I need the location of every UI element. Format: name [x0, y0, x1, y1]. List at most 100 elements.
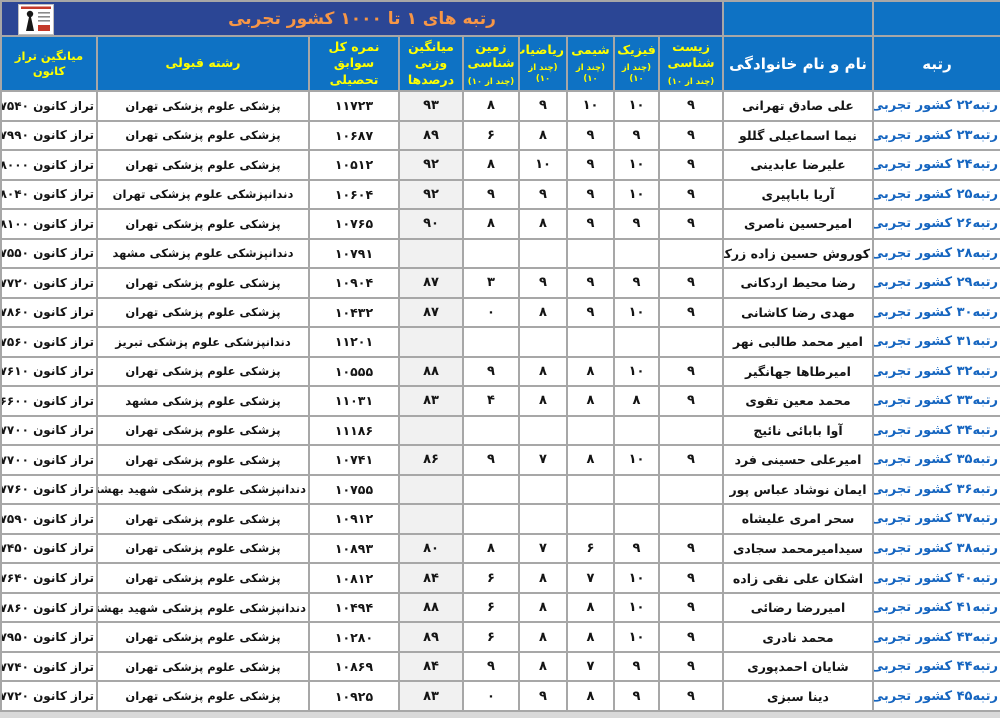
major-cell: پزشکی علوم پزشکی تهران — [96, 90, 310, 122]
name-cell: آوا بابائی نائیج — [722, 414, 874, 447]
total-score-cell: ۱۰۷۶۵ — [308, 208, 400, 240]
math-score-cell: ۱۰ — [518, 149, 568, 181]
physics-score-cell: ۹ — [613, 680, 660, 712]
name-cell: اشکان علی نقی زاده — [722, 562, 874, 594]
rank-cell: رتبه۳۶ کشور تجربی — [872, 473, 1000, 506]
geology-score-cell: ۶ — [462, 591, 520, 624]
kanoon-score-cell: تراز کانون ۷۹۹۰ — [0, 119, 98, 152]
weighted-avg-cell: ۹۲ — [398, 149, 464, 181]
math-score-cell: ۹ — [518, 680, 568, 712]
kanoon-score-cell: تراز کانون ۷۷۲۰ — [0, 680, 98, 712]
name-cell: محمد معین تقوی — [722, 385, 874, 417]
geology-score-cell — [462, 237, 520, 270]
table-row: رتبه۳۴ کشور تجربی آوا بابائی نائیج ۱۱۱۸۶… — [0, 414, 1000, 447]
name-cell: محمد نادری — [722, 621, 874, 653]
table-row: رتبه۴۰ کشور تجربی اشکان علی نقی زاده ۹ ۱… — [0, 562, 1000, 594]
physics-score-cell — [613, 414, 660, 447]
rank-cell: رتبه۳۳ کشور تجربی — [872, 385, 1000, 417]
rank-cell: رتبه۳۱ کشور تجربی — [872, 326, 1000, 358]
chemistry-score-cell: ۹ — [566, 149, 615, 181]
weighted-avg-cell: ۸۷ — [398, 267, 464, 299]
biology-score-cell: ۹ — [658, 296, 724, 329]
table-row: رتبه۴۳ کشور تجربی محمد نادری ۹ ۱۰ ۸ ۸ ۶ … — [0, 621, 1000, 653]
total-score-cell: ۱۰۹۲۵ — [308, 680, 400, 712]
weighted-avg-cell — [398, 237, 464, 270]
weighted-avg-cell — [398, 503, 464, 535]
weighted-avg-cell: ۸۹ — [398, 119, 464, 152]
biology-score-cell: ۹ — [658, 267, 724, 299]
name-cell: نیما اسماعیلی گللو — [722, 119, 874, 152]
geology-score-cell: ۶ — [462, 621, 520, 653]
physics-score-cell — [613, 503, 660, 535]
physics-score-cell: ۹ — [613, 267, 660, 299]
out-of-ten-note: (چند از ۱۰) — [621, 63, 652, 85]
physics-score-cell: ۹ — [613, 650, 660, 683]
weighted-avg-cell: ۸۸ — [398, 591, 464, 624]
total-score-cell: ۱۰۶۰۴ — [308, 178, 400, 211]
physics-score-cell: ۱۰ — [613, 296, 660, 329]
weighted-avg-cell: ۸۶ — [398, 444, 464, 476]
table-row: رتبه۳۳ کشور تجربی محمد معین تقوی ۹ ۸ ۸ ۸… — [0, 385, 1000, 417]
kanoon-score-cell: تراز کانون ۶۶۰۰ — [0, 385, 98, 417]
chemistry-score-cell — [566, 473, 615, 506]
biology-score-cell: ۹ — [658, 680, 724, 712]
name-cell: سحر امری علیشاه — [722, 503, 874, 535]
total-score-cell: ۱۰۵۵۵ — [308, 355, 400, 388]
kanoon-score-cell: تراز کانون ۷۹۵۰ — [0, 621, 98, 653]
chemistry-score-cell: ۱۰ — [566, 90, 615, 122]
biology-score-cell: ۹ — [658, 532, 724, 565]
table-row: رتبه۳۸ کشور تجربی سیدامیرمحمد سجادی ۹ ۹ … — [0, 532, 1000, 565]
weighted-avg-cell: ۸۴ — [398, 650, 464, 683]
table-row: رتبه۴۱ کشور تجربی امیررضا رضائی ۹ ۱۰ ۸ ۸… — [0, 591, 1000, 624]
geology-score-cell: ۰ — [462, 296, 520, 329]
name-cell: رضا محیط اردکانی — [722, 267, 874, 299]
total-score-cell: ۱۰۴۹۴ — [308, 591, 400, 624]
total-score-cell: ۱۰۷۴۱ — [308, 444, 400, 476]
title-band: رتبه های ۱ تا ۱۰۰۰ کشور تجربی — [0, 0, 724, 37]
kanoon-score-cell: تراز کانون ۷۷۴۰ — [0, 650, 98, 683]
name-cell: سیدامیرمحمد سجادی — [722, 532, 874, 565]
rank-cell: رتبه۳۲ کشور تجربی — [872, 355, 1000, 388]
out-of-ten-note: (چند از ۱۰) — [528, 63, 558, 85]
chemistry-score-cell: ۸ — [566, 355, 615, 388]
math-score-cell: ۸ — [518, 119, 568, 152]
total-score-cell: ۱۰۲۸۰ — [308, 621, 400, 653]
column-header-rank: رتبه — [872, 35, 1000, 92]
math-score-cell: ۹ — [518, 267, 568, 299]
geology-score-cell: ۴ — [462, 385, 520, 417]
name-cell: کوروش حسین زاده زرکار — [722, 237, 874, 270]
table-row: رتبه۲۵ کشور تجربی آریا باباپیری ۹ ۱۰ ۹ ۹… — [0, 178, 1000, 211]
rank-cell: رتبه۲۹ کشور تجربی — [872, 267, 1000, 299]
kanoon-score-cell: تراز کانون ۸۰۴۰ — [0, 178, 98, 211]
chemistry-score-cell — [566, 237, 615, 270]
table-row: رتبه۲۴ کشور تجربی علیرضا عابدینی ۹ ۱۰ ۹ … — [0, 149, 1000, 181]
biology-score-cell: ۹ — [658, 149, 724, 181]
geology-score-cell: ۹ — [462, 178, 520, 211]
biology-score-cell: ۹ — [658, 591, 724, 624]
major-cell: پزشکی علوم پزشکی تهران — [96, 621, 310, 653]
kanoon-score-cell: تراز کانون ۷۶۱۰ — [0, 355, 98, 388]
math-score-cell — [518, 503, 568, 535]
table-row: رتبه۲۶ کشور تجربی امیرحسین ناصری ۹ ۹ ۹ ۸… — [0, 208, 1000, 240]
column-header-weighted-avg: میانگین وزنی درصدها — [398, 35, 464, 92]
biology-score-cell — [658, 473, 724, 506]
geology-score-cell: ۹ — [462, 355, 520, 388]
physics-score-cell: ۹ — [613, 532, 660, 565]
chemistry-score-cell: ۸ — [566, 385, 615, 417]
geology-score-cell: ۶ — [462, 562, 520, 594]
physics-score-cell: ۹ — [613, 208, 660, 240]
table-body: رتبه۲۲ کشور تجربی علی صادق تهرانی ۹ ۱۰ ۱… — [0, 90, 1000, 712]
biology-score-cell: ۹ — [658, 355, 724, 388]
name-cell: آریا باباپیری — [722, 178, 874, 211]
chemistry-score-cell: ۹ — [566, 208, 615, 240]
total-score-cell: ۱۱۷۲۳ — [308, 90, 400, 122]
major-cell: دندانپزشکی علوم پزشکی شهید بهشتی — [96, 591, 310, 624]
chemistry-score-cell: ۹ — [566, 178, 615, 211]
major-cell: دندانپزشکی علوم پزشکی تهران — [96, 178, 310, 211]
biology-score-cell: ۹ — [658, 90, 724, 122]
math-score-cell: ۹ — [518, 178, 568, 211]
column-header-total-score: نمره کل سوابق تحصیلی — [308, 35, 400, 92]
weighted-avg-cell — [398, 414, 464, 447]
name-cell: امیرحسین ناصری — [722, 208, 874, 240]
column-header-physics: فیزیک (چند از ۱۰) — [613, 35, 660, 92]
